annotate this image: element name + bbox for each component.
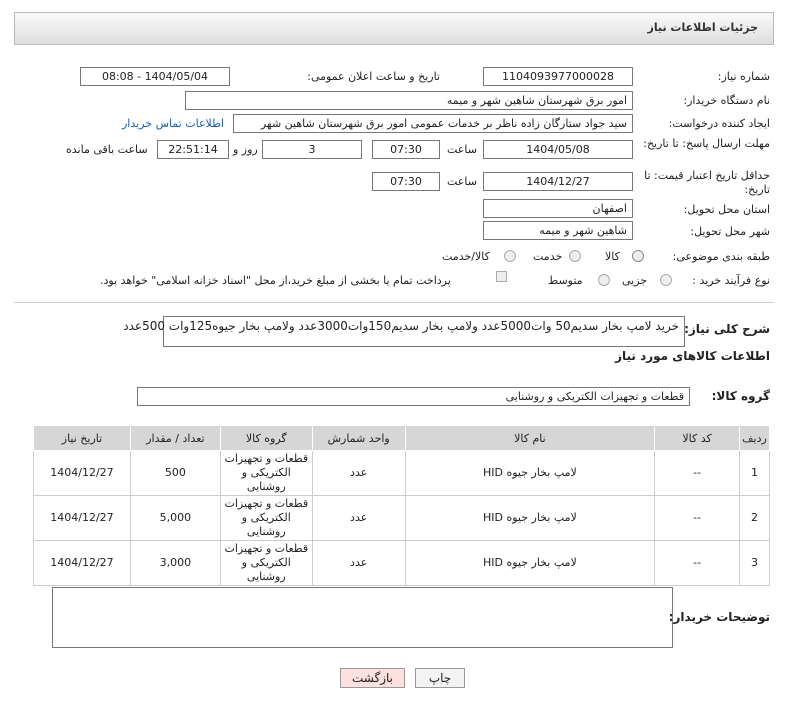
header-title: جزئیات اطلاعات نیاز [647, 21, 759, 34]
table-cell: 3,000 [129, 540, 221, 586]
contact-link[interactable]: اطلاعات تماس خریدار [122, 117, 224, 130]
back-button[interactable]: بازگشت [340, 668, 405, 688]
field-label: ساعت [447, 175, 477, 188]
table-cell: -- [654, 450, 741, 496]
table-cell: لامپ بخار جیوه HID [404, 540, 656, 586]
radio-label: جزیی [622, 274, 648, 287]
table-cell: 1404/12/27 [33, 495, 131, 541]
table-cell: لامپ بخار جیوه HID [404, 495, 656, 541]
radio-label: خدمت [533, 250, 563, 263]
field-label: ساعت باقی مانده [66, 143, 148, 156]
radio[interactable] [660, 274, 672, 286]
field-label: نام دستگاه خریدار: [683, 94, 770, 107]
field-label: ایجاد کننده درخواست: [668, 117, 770, 130]
column-header: تاریخ نیاز [33, 425, 131, 451]
table-cell: قطعات و تجهیزات الکتریکی و روشنایی [219, 450, 313, 496]
field-value: 22:51:14 [157, 140, 229, 159]
column-header: تعداد / مقدار [129, 425, 221, 451]
column-header: کد کالا [654, 425, 741, 451]
table-cell: قطعات و تجهیزات الکتریکی و روشنایی [219, 540, 313, 586]
radio[interactable] [569, 250, 581, 262]
field-label: شماره نیاز: [717, 70, 770, 83]
table-cell: 3 [739, 540, 770, 586]
header-row: ردیف کد کالا نام کالا واحد شمارش گروه کالا تع… [33, 425, 770, 451]
field-label: طبقه بندی موضوعی: [672, 250, 770, 263]
table-cell: لامپ بخار جیوه HID [404, 450, 656, 496]
field-value: 07:30 [372, 172, 440, 191]
table-row: 2 -- لامپ بخار جیوه HID عدد قطعات و تجهیزات … [33, 495, 770, 541]
radio-label: متوسط [548, 274, 583, 287]
radio[interactable] [632, 250, 644, 262]
field-value: 1404/05/08 [483, 140, 633, 159]
field-label: شرح کلی نیاز: [684, 322, 770, 336]
radio-label: کالا/خدمت [442, 250, 490, 263]
table-cell: عدد [311, 450, 406, 496]
field-value: سید جواد ستارگان زاده ناظر بر خدمات عموم… [233, 114, 633, 133]
print-button[interactable]: چاپ [415, 668, 465, 688]
description-box: خرید لامپ بخار سدیم50 وات5000عدد ولامپ ب… [123, 316, 685, 347]
section-title: اطلاعات کالاهای مورد نیاز [615, 349, 770, 363]
divider [14, 302, 774, 303]
table-cell: 5,000 [129, 495, 221, 541]
field-value: 3 [262, 140, 362, 159]
checkbox[interactable] [496, 271, 507, 282]
field-label: تاریخ و ساعت اعلان عمومی: [307, 70, 440, 83]
field-value: اصفهان [483, 199, 633, 218]
table-cell: عدد [311, 540, 406, 586]
field-label: توضیحات خریدار: [668, 610, 770, 624]
table-cell: 500 [129, 450, 221, 496]
field-label: روز و [233, 143, 258, 156]
field-label: شهر محل تحویل: [690, 225, 770, 238]
field-label: مهلت ارسال پاسخ: تا تاریخ: [643, 137, 770, 150]
table-row: 3 -- لامپ بخار جیوه HID عدد قطعات و تجهیزات … [33, 540, 770, 586]
table-cell: -- [654, 495, 741, 541]
table-cell: 1 [739, 450, 770, 496]
table-row: 1 -- لامپ بخار جیوه HID عدد قطعات و تجهیزات … [33, 450, 770, 496]
field-label: ساعت [447, 143, 477, 156]
goods-table: ردیف کد کالا نام کالا واحد شمارش گروه کالا تع… [33, 425, 770, 586]
field-label: حداقل تاریخ اعتبار قیمت: تا تاریخ: [644, 169, 770, 196]
table-cell: 1404/12/27 [33, 540, 131, 586]
table-cell: 2 [739, 495, 770, 541]
table-cell: عدد [311, 495, 406, 541]
process-note: پرداخت تمام یا بخشی از مبلغ خرید،از محل … [100, 274, 451, 287]
radio[interactable] [598, 274, 610, 286]
table-cell: قطعات و تجهیزات الکتریکی و روشنایی [219, 495, 313, 541]
field-value: شاهین شهر و میمه [483, 221, 633, 240]
column-header: ردیف [739, 425, 770, 451]
notes-box [52, 587, 673, 648]
field-label: نوع فرآیند خرید : [692, 274, 770, 287]
radio-label: کالا [605, 250, 620, 263]
field-label: گروه کالا: [711, 389, 770, 403]
radio[interactable] [504, 250, 516, 262]
field-value: 1404/05/04 - 08:08 [80, 67, 230, 86]
table-cell: -- [654, 540, 741, 586]
field-value: 1404/12/27 [483, 172, 633, 191]
field-value: 07:30 [372, 140, 440, 159]
column-header: واحد شمارش [311, 425, 406, 451]
header-bar [14, 12, 774, 45]
field-value: قطعات و تجهیزات الکتریکی و روشنایی [137, 387, 690, 406]
column-header: نام کالا [404, 425, 656, 451]
table-body: 1 -- لامپ بخار جیوه HID عدد قطعات و تجهیزات … [33, 450, 770, 586]
column-header: گروه کالا [219, 425, 313, 451]
table-cell: 1404/12/27 [33, 450, 131, 496]
field-value: امور برق شهرستان شاهین شهر و میمه [185, 91, 633, 110]
field-label: استان محل تحویل: [683, 203, 770, 216]
field-value: 1104093977000028 [483, 67, 633, 86]
